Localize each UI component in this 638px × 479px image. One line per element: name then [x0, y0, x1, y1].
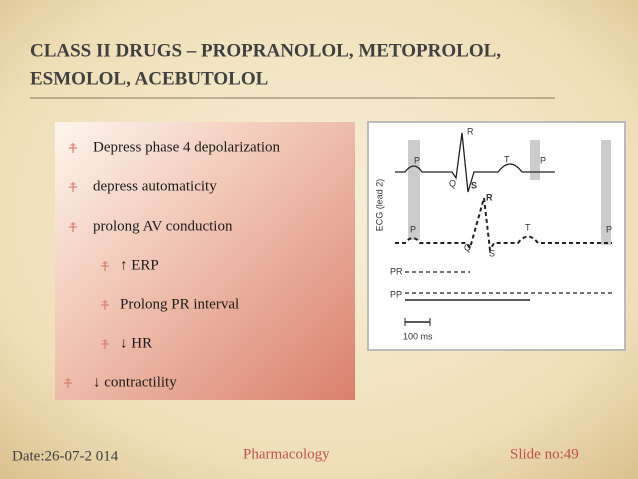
ecg-lead: ECG (lead 2) — [374, 179, 384, 232]
wave-label: S — [489, 248, 495, 258]
footer-slide: Slide no:49 — [510, 446, 579, 462]
bullet-text: Prolong PR interval — [120, 296, 239, 312]
ecg-figure: ECG (lead 2) P Q R S T P P Q R S T P PR … — [367, 121, 626, 351]
bullet-marker — [64, 378, 72, 388]
bullet-box — [55, 122, 355, 400]
bullet-marker — [101, 339, 109, 349]
interval-label: PR — [390, 266, 403, 276]
bullet-marker — [101, 261, 109, 271]
title-line: CLASS II DRUGS – PROPRANOLOL, METOPROLOL… — [30, 40, 501, 61]
bullet-list: Depress phase 4 depolarization depress au… — [64, 139, 281, 390]
title-line: ESMOLOL, ACEBUTOLOL — [30, 68, 268, 89]
bullet-marker — [69, 222, 77, 232]
bullet-text: ↑ ERP — [120, 257, 159, 273]
wave-label: P — [606, 224, 612, 234]
interval-label: PP — [390, 289, 402, 299]
bullet-marker — [69, 182, 77, 192]
wave-label: Q — [449, 178, 456, 188]
bullet-text: prolong AV conduction — [93, 218, 233, 234]
wave-label: S — [471, 180, 477, 190]
footer-date: Date:26-07-2 014 — [12, 448, 119, 464]
scale-label: 100 ms — [403, 331, 433, 341]
bullet-text: ↓ HR — [120, 335, 152, 351]
wave-label: T — [504, 154, 510, 164]
wave-label: P — [414, 155, 420, 165]
wave-label: R — [467, 126, 474, 136]
bullet-marker — [69, 143, 77, 153]
bullet-text: Depress phase 4 depolarization — [93, 139, 281, 155]
bullet-text: depress automaticity — [93, 178, 217, 194]
wave-label: R — [486, 192, 493, 202]
wave-label: Q — [464, 242, 471, 252]
wave-label: P — [410, 224, 416, 234]
wave-label: P — [540, 155, 546, 165]
wave-label: T — [525, 222, 531, 232]
bullet-marker — [101, 300, 109, 310]
footer-subject: Pharmacology — [243, 446, 330, 462]
bullet-text: ↓ contractility — [93, 374, 177, 390]
